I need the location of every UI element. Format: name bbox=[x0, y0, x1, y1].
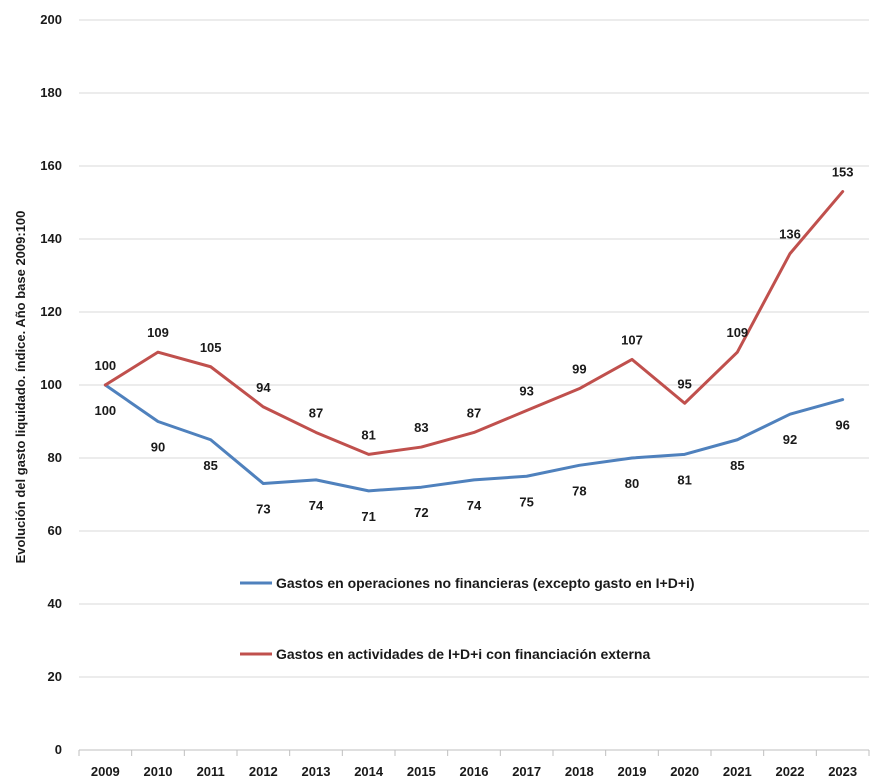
data-label: 81 bbox=[677, 472, 691, 487]
data-label: 81 bbox=[361, 427, 375, 442]
data-label: 109 bbox=[726, 325, 748, 340]
legend-label-2: Gastos en actividades de I+D+i con finan… bbox=[276, 646, 650, 662]
data-label: 87 bbox=[309, 405, 323, 420]
x-tick-label: 2021 bbox=[723, 764, 752, 779]
data-label: 75 bbox=[519, 494, 533, 509]
data-label: 74 bbox=[309, 498, 324, 513]
data-label: 85 bbox=[203, 458, 217, 473]
y-tick-label: 140 bbox=[40, 231, 62, 246]
y-tick-label: 40 bbox=[48, 596, 62, 611]
data-label: 92 bbox=[783, 432, 797, 447]
x-tick-label: 2018 bbox=[565, 764, 594, 779]
data-label: 80 bbox=[625, 476, 639, 491]
y-tick-label: 20 bbox=[48, 669, 62, 684]
data-label: 90 bbox=[151, 440, 165, 455]
x-tick-label: 2009 bbox=[91, 764, 120, 779]
x-tick-label: 2011 bbox=[197, 764, 225, 779]
x-tick-label: 2013 bbox=[302, 764, 331, 779]
x-tick-label: 2020 bbox=[670, 764, 699, 779]
y-axis-ticks: 0 20 40 60 80 100 120 140 160 180 200 bbox=[40, 12, 62, 757]
legend-label-1: Gastos en operaciones no financieras (ex… bbox=[276, 575, 695, 591]
legend: Gastos en operaciones no financieras (ex… bbox=[240, 575, 695, 662]
data-label: 71 bbox=[361, 509, 375, 524]
x-tick-label: 2010 bbox=[144, 764, 173, 779]
data-label: 83 bbox=[414, 420, 428, 435]
data-label: 99 bbox=[572, 362, 586, 377]
series-line-1 bbox=[103, 383, 845, 493]
data-label: 100 bbox=[94, 403, 116, 418]
data-label: 78 bbox=[572, 483, 586, 498]
x-tick-label: 2017 bbox=[512, 764, 541, 779]
data-label: 107 bbox=[621, 332, 643, 347]
y-tick-label: 0 bbox=[55, 742, 62, 757]
data-label: 153 bbox=[832, 165, 854, 180]
data-label: 94 bbox=[256, 380, 271, 395]
y-tick-label: 180 bbox=[40, 85, 62, 100]
data-label: 93 bbox=[519, 384, 533, 399]
y-tick-label: 200 bbox=[40, 12, 62, 27]
data-label: 136 bbox=[779, 227, 801, 242]
data-label: 85 bbox=[730, 458, 744, 473]
data-label: 72 bbox=[414, 505, 428, 520]
y-tick-label: 160 bbox=[40, 158, 62, 173]
data-label: 109 bbox=[147, 325, 169, 340]
data-label: 95 bbox=[677, 376, 691, 391]
y-tick-label: 120 bbox=[40, 304, 62, 319]
data-label: 100 bbox=[94, 358, 116, 373]
x-tick-label: 2023 bbox=[828, 764, 857, 779]
x-tick-label: 2014 bbox=[354, 764, 384, 779]
x-axis-ticks: 2009 2010 2011 2012 2013 2014 2015 2016 2017 2018… bbox=[78, 750, 870, 779]
x-tick-label: 2012 bbox=[249, 764, 278, 779]
x-tick-label: 2016 bbox=[460, 764, 489, 779]
y-axis-label: Evolución del gasto liquidado. índice. A… bbox=[13, 211, 28, 564]
data-label: 105 bbox=[200, 340, 222, 355]
data-label: 87 bbox=[467, 405, 481, 420]
x-tick-label: 2015 bbox=[407, 764, 436, 779]
data-label: 96 bbox=[835, 418, 849, 433]
data-labels: 100 90 85 73 74 71 72 74 75 78 80 81 85 92 96 100 109 105… bbox=[94, 165, 853, 524]
x-tick-label: 2022 bbox=[776, 764, 805, 779]
series-line-2 bbox=[103, 190, 845, 456]
data-label: 74 bbox=[467, 498, 482, 513]
y-tick-label: 100 bbox=[40, 377, 62, 392]
data-label: 73 bbox=[256, 502, 270, 517]
y-tick-label: 80 bbox=[48, 450, 62, 465]
x-tick-label: 2019 bbox=[618, 764, 647, 779]
y-tick-label: 60 bbox=[48, 523, 62, 538]
gridlines bbox=[79, 19, 869, 751]
series-lines bbox=[103, 190, 845, 493]
